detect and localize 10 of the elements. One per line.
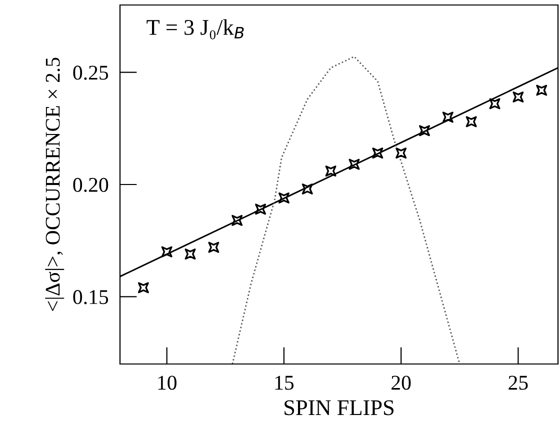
x-tick-label: 15	[275, 376, 294, 390]
y-axis-title: <|Δσ|>, OCCURRENCE × 2.5	[45, 58, 64, 312]
y-tick-label: 0.20	[73, 178, 108, 192]
x-tick-label: 10	[158, 376, 176, 390]
x-tick-label: 25	[508, 376, 528, 390]
annotation: T = 3 J₀/k$_{B}$	[146, 19, 244, 40]
y-tick-label: 0.25	[73, 66, 108, 80]
y-tick-label: 0.15	[73, 290, 108, 304]
x-axis-title: SPIN FLIPS	[284, 400, 394, 416]
x-tick-label: 20	[392, 376, 411, 390]
